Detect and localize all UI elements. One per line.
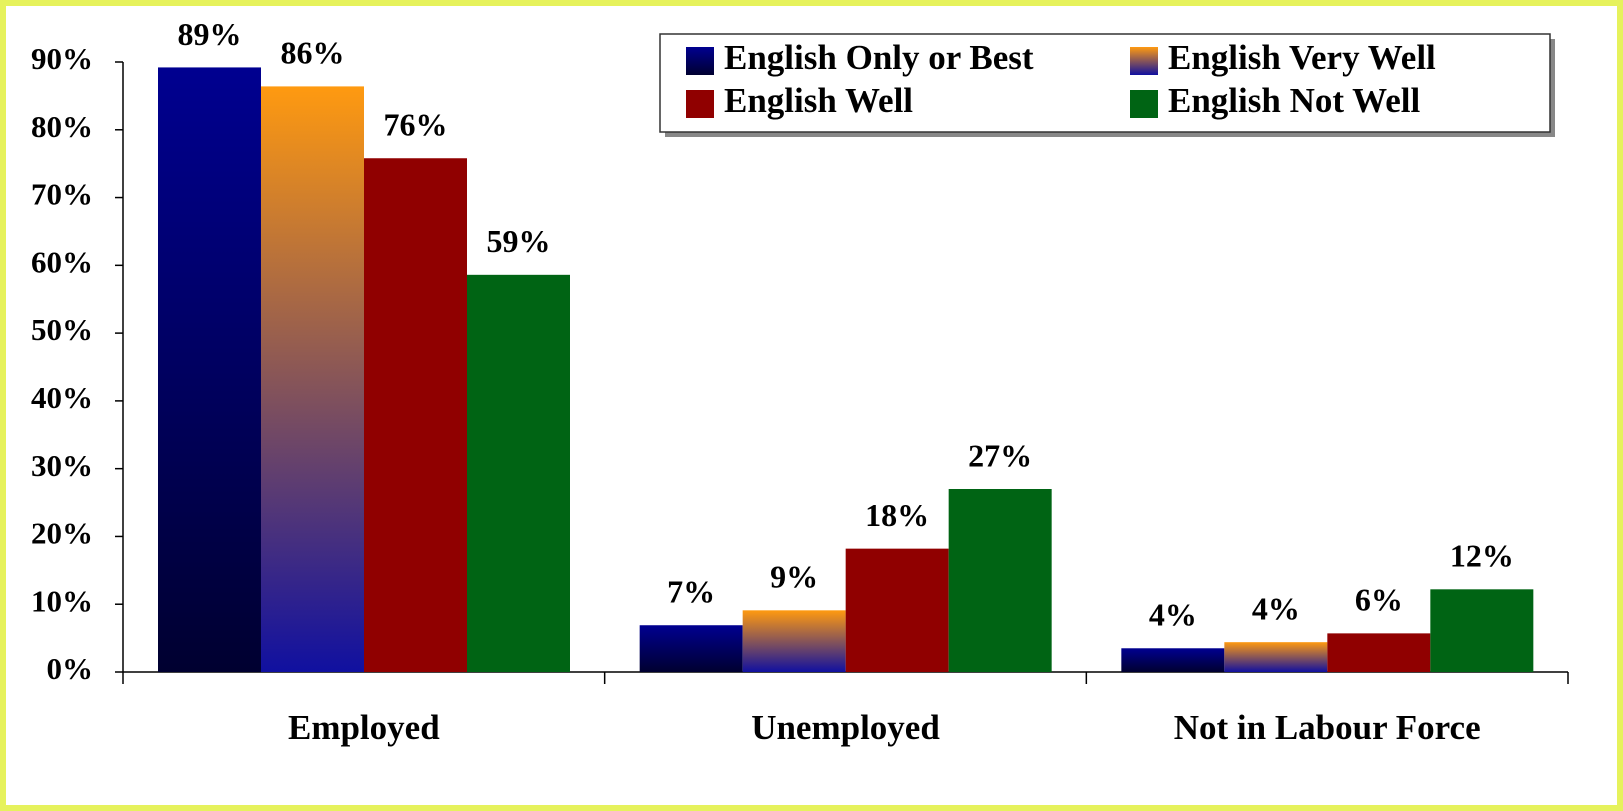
- legend-swatch: [1130, 90, 1158, 118]
- y-tick-label: 20%: [31, 516, 93, 551]
- x-tick-label: Employed: [288, 708, 440, 747]
- value-label: 12%: [1450, 538, 1514, 574]
- value-label: 4%: [1252, 591, 1300, 627]
- bar: [364, 158, 467, 672]
- bar: [742, 610, 846, 672]
- bar: [1224, 642, 1328, 672]
- bar: [261, 86, 364, 672]
- value-label: 4%: [1149, 597, 1197, 633]
- y-tick-label: 50%: [31, 312, 93, 347]
- y-tick-label: 80%: [31, 109, 93, 144]
- value-label: 59%: [487, 223, 551, 259]
- bar: [467, 274, 570, 672]
- y-tick-label: 10%: [31, 583, 93, 618]
- value-label: 7%: [667, 574, 715, 610]
- y-tick-label: 60%: [31, 244, 93, 279]
- value-label: 9%: [770, 559, 818, 595]
- value-label: 6%: [1355, 582, 1403, 618]
- legend-label: English Only or Best: [724, 38, 1034, 77]
- legend-label: English Not Well: [1168, 81, 1420, 120]
- bar: [1327, 633, 1431, 672]
- x-tick-label: Unemployed: [751, 708, 940, 747]
- value-label: 76%: [384, 107, 448, 143]
- y-tick-label: 40%: [31, 380, 93, 415]
- bar: [158, 67, 261, 672]
- bar: [639, 625, 743, 672]
- bar: [1430, 589, 1534, 672]
- y-tick-label: 30%: [31, 448, 93, 483]
- x-tick-label: Not in Labour Force: [1174, 708, 1481, 747]
- y-tick-label: 70%: [31, 177, 93, 212]
- value-label: 89%: [178, 16, 242, 52]
- bar: [948, 489, 1052, 672]
- legend-swatch: [1130, 47, 1158, 75]
- legend-label: English Well: [724, 81, 913, 120]
- legend-label: English Very Well: [1168, 38, 1436, 77]
- value-label: 86%: [281, 35, 345, 71]
- bar: [845, 548, 949, 672]
- y-tick-label: 90%: [31, 41, 93, 76]
- y-tick-label: 0%: [47, 651, 94, 686]
- value-label: 18%: [865, 497, 929, 533]
- legend-swatch: [686, 90, 714, 118]
- legend-swatch: [686, 47, 714, 75]
- bar: [1121, 648, 1225, 672]
- value-label: 27%: [968, 437, 1032, 473]
- legend: [659, 33, 1551, 133]
